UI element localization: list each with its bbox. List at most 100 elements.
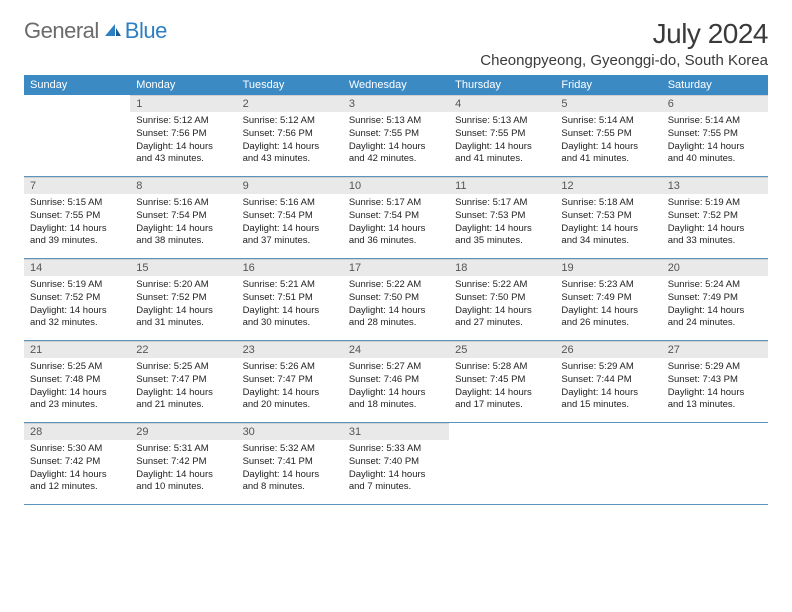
day-line: Sunrise: 5:14 AM — [668, 115, 762, 128]
day-line: Sunset: 7:55 PM — [668, 128, 762, 141]
day-line: and 41 minutes. — [561, 153, 655, 166]
sail-icon — [103, 18, 123, 44]
day-line: Sunrise: 5:17 AM — [349, 197, 443, 210]
day-line: and 33 minutes. — [668, 235, 762, 248]
day-body: Sunrise: 5:22 AMSunset: 7:50 PMDaylight:… — [343, 276, 449, 340]
day-body: Sunrise: 5:25 AMSunset: 7:47 PMDaylight:… — [130, 358, 236, 422]
day-cell: 10Sunrise: 5:17 AMSunset: 7:54 PMDayligh… — [343, 177, 449, 259]
brand-logo: General Blue — [24, 18, 167, 44]
day-line: Sunset: 7:43 PM — [668, 374, 762, 387]
day-number: 22 — [130, 341, 236, 358]
day-line: Sunset: 7:56 PM — [243, 128, 337, 141]
dayname-tue: Tuesday — [237, 75, 343, 95]
day-cell: 12Sunrise: 5:18 AMSunset: 7:53 PMDayligh… — [555, 177, 661, 259]
title-block: July 2024 Cheongpyeong, Gyeonggi-do, Sou… — [480, 18, 768, 69]
day-line: and 18 minutes. — [349, 399, 443, 412]
dayname-sat: Saturday — [662, 75, 768, 95]
day-line: and 41 minutes. — [455, 153, 549, 166]
day-line: and 20 minutes. — [243, 399, 337, 412]
day-line: and 39 minutes. — [30, 235, 124, 248]
day-number: 26 — [555, 341, 661, 358]
day-cell — [555, 423, 661, 505]
day-line: and 37 minutes. — [243, 235, 337, 248]
day-cell: 13Sunrise: 5:19 AMSunset: 7:52 PMDayligh… — [662, 177, 768, 259]
day-line: and 30 minutes. — [243, 317, 337, 330]
day-line: and 17 minutes. — [455, 399, 549, 412]
day-body: Sunrise: 5:15 AMSunset: 7:55 PMDaylight:… — [24, 194, 130, 258]
day-line: Sunrise: 5:33 AM — [349, 443, 443, 456]
dayname-row: Sunday Monday Tuesday Wednesday Thursday… — [24, 75, 768, 95]
day-line: Sunset: 7:55 PM — [561, 128, 655, 141]
day-line: and 38 minutes. — [136, 235, 230, 248]
day-line: Sunset: 7:50 PM — [455, 292, 549, 305]
day-body: Sunrise: 5:16 AMSunset: 7:54 PMDaylight:… — [130, 194, 236, 258]
day-line: Daylight: 14 hours — [561, 223, 655, 236]
day-number: 25 — [449, 341, 555, 358]
day-line: Sunset: 7:52 PM — [136, 292, 230, 305]
day-line: and 43 minutes. — [243, 153, 337, 166]
day-cell: 17Sunrise: 5:22 AMSunset: 7:50 PMDayligh… — [343, 259, 449, 341]
week-row: 14Sunrise: 5:19 AMSunset: 7:52 PMDayligh… — [24, 259, 768, 341]
day-body: Sunrise: 5:13 AMSunset: 7:55 PMDaylight:… — [343, 112, 449, 176]
day-line: Sunrise: 5:30 AM — [30, 443, 124, 456]
day-line: and 36 minutes. — [349, 235, 443, 248]
day-line: Sunset: 7:41 PM — [243, 456, 337, 469]
day-number: 5 — [555, 95, 661, 112]
day-line: Sunrise: 5:28 AM — [455, 361, 549, 374]
day-body: Sunrise: 5:14 AMSunset: 7:55 PMDaylight:… — [555, 112, 661, 176]
day-cell: 21Sunrise: 5:25 AMSunset: 7:48 PMDayligh… — [24, 341, 130, 423]
day-number: 20 — [662, 259, 768, 276]
day-line: Sunset: 7:50 PM — [349, 292, 443, 305]
day-number: 1 — [130, 95, 236, 112]
dayname-sun: Sunday — [24, 75, 130, 95]
day-body: Sunrise: 5:25 AMSunset: 7:48 PMDaylight:… — [24, 358, 130, 422]
day-line: Sunset: 7:44 PM — [561, 374, 655, 387]
day-cell: 18Sunrise: 5:22 AMSunset: 7:50 PMDayligh… — [449, 259, 555, 341]
day-line: Sunset: 7:47 PM — [136, 374, 230, 387]
day-line: Daylight: 14 hours — [30, 223, 124, 236]
day-line: and 32 minutes. — [30, 317, 124, 330]
day-cell: 6Sunrise: 5:14 AMSunset: 7:55 PMDaylight… — [662, 95, 768, 177]
day-line: Sunrise: 5:13 AM — [455, 115, 549, 128]
day-body: Sunrise: 5:31 AMSunset: 7:42 PMDaylight:… — [130, 440, 236, 504]
day-number: 2 — [237, 95, 343, 112]
day-line: Sunset: 7:42 PM — [30, 456, 124, 469]
day-number: 31 — [343, 423, 449, 440]
day-line: Sunrise: 5:20 AM — [136, 279, 230, 292]
day-line: Sunset: 7:45 PM — [455, 374, 549, 387]
day-line: and 10 minutes. — [136, 481, 230, 494]
day-line: Sunset: 7:49 PM — [668, 292, 762, 305]
day-line: Sunset: 7:51 PM — [243, 292, 337, 305]
day-number: 10 — [343, 177, 449, 194]
day-line: Daylight: 14 hours — [455, 141, 549, 154]
day-line: Sunrise: 5:17 AM — [455, 197, 549, 210]
day-line: Daylight: 14 hours — [243, 469, 337, 482]
day-line: Daylight: 14 hours — [455, 387, 549, 400]
day-line: and 15 minutes. — [561, 399, 655, 412]
day-line: Daylight: 14 hours — [668, 305, 762, 318]
day-body: Sunrise: 5:17 AMSunset: 7:53 PMDaylight:… — [449, 194, 555, 258]
day-number: 27 — [662, 341, 768, 358]
day-line: Daylight: 14 hours — [455, 305, 549, 318]
day-line: Sunset: 7:49 PM — [561, 292, 655, 305]
day-line: Daylight: 14 hours — [30, 469, 124, 482]
day-line: Sunset: 7:47 PM — [243, 374, 337, 387]
day-line: Daylight: 14 hours — [561, 305, 655, 318]
day-body: Sunrise: 5:12 AMSunset: 7:56 PMDaylight:… — [237, 112, 343, 176]
day-cell: 3Sunrise: 5:13 AMSunset: 7:55 PMDaylight… — [343, 95, 449, 177]
day-line: and 12 minutes. — [30, 481, 124, 494]
page-header: General Blue July 2024 Cheongpyeong, Gye… — [24, 18, 768, 69]
month-title: July 2024 — [480, 18, 768, 50]
day-number: 4 — [449, 95, 555, 112]
day-line: Sunrise: 5:29 AM — [561, 361, 655, 374]
day-cell: 5Sunrise: 5:14 AMSunset: 7:55 PMDaylight… — [555, 95, 661, 177]
brand-part2: Blue — [125, 18, 167, 44]
day-body: Sunrise: 5:26 AMSunset: 7:47 PMDaylight:… — [237, 358, 343, 422]
day-number: 14 — [24, 259, 130, 276]
day-cell: 20Sunrise: 5:24 AMSunset: 7:49 PMDayligh… — [662, 259, 768, 341]
day-line: Daylight: 14 hours — [30, 387, 124, 400]
day-number: 24 — [343, 341, 449, 358]
day-line: Sunset: 7:52 PM — [668, 210, 762, 223]
day-line: and 27 minutes. — [455, 317, 549, 330]
dayname-wed: Wednesday — [343, 75, 449, 95]
